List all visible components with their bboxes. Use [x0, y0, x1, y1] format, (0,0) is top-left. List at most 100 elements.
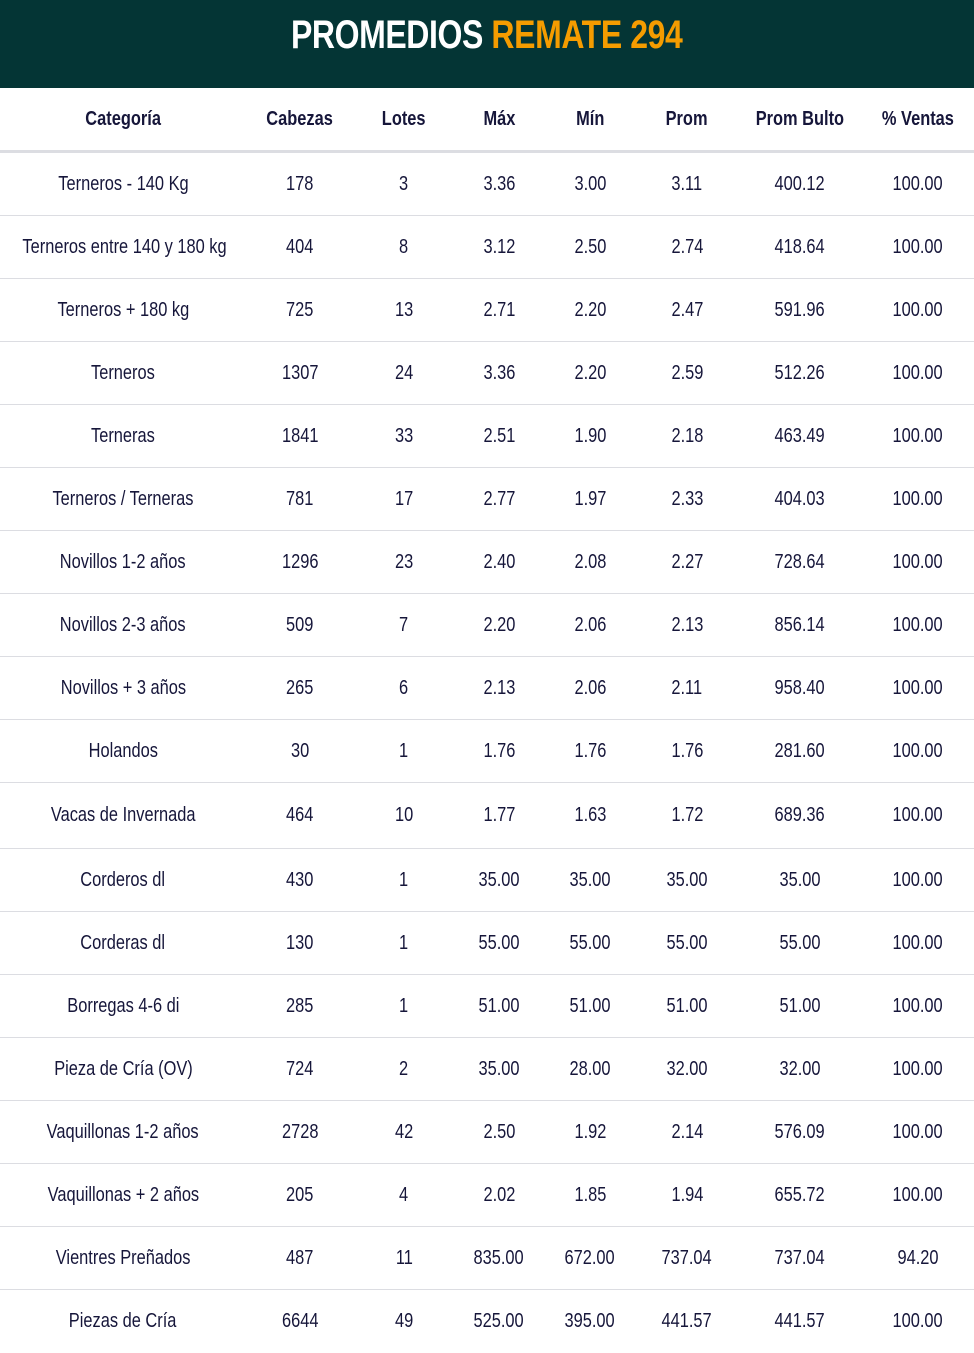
table-cell: 1 [354, 974, 454, 1038]
table-cell: 100.00 [862, 404, 974, 468]
cell-value: 689.36 [774, 804, 826, 826]
table-cell: 2.47 [636, 278, 738, 342]
table-cell: 1.94 [636, 1163, 738, 1227]
cell-value: 3.11 [671, 172, 703, 195]
table-cell: 285 [246, 974, 354, 1038]
cell-value: 100.00 [892, 424, 944, 447]
table-row: Corderos dl 430 1 35.00 35.00 35.00 35.00 100.0… [0, 848, 974, 912]
cell-value: 576.09 [774, 1120, 826, 1143]
cell-value: 100.00 [892, 676, 944, 699]
cell-value: 2.27 [671, 550, 703, 573]
cell-value: 958.40 [774, 676, 826, 699]
cell-value: 35.00 [478, 1057, 520, 1080]
table-cell: Corderos dl [0, 848, 246, 912]
table-cell: 2.13 [454, 656, 544, 720]
table-cell: 1 [354, 848, 454, 912]
table-cell: 835.00 [454, 1226, 544, 1290]
cell-value: 1307 [281, 361, 319, 384]
table-cell: 418.64 [738, 215, 862, 279]
table-cell: 3.36 [454, 151, 544, 216]
table-cell: 2.50 [544, 215, 636, 279]
table-cell: Terneros [0, 341, 246, 405]
column-header: Prom Bulto [738, 88, 862, 153]
cell-value: 51.00 [779, 994, 821, 1017]
table-cell: 13 [354, 278, 454, 342]
table-cell: 100.00 [862, 1100, 974, 1164]
table-cell: 8 [354, 215, 454, 279]
cell-value: 2.47 [671, 298, 703, 321]
cell-value: 724 [286, 1057, 314, 1080]
cell-value: 835.00 [473, 1246, 525, 1269]
cell-value: 10 [394, 804, 414, 826]
table-cell: 100.00 [862, 593, 974, 657]
averages-table: Categoría Cabezas Lotes Máx Mín Prom Prom Bult… [0, 88, 974, 1352]
cell-value: 591.96 [774, 298, 826, 321]
table-cell: 2.13 [636, 593, 738, 657]
cell-value: 2.77 [483, 487, 515, 510]
table-cell: 2.11 [636, 656, 738, 720]
table-cell: 265 [246, 656, 354, 720]
table-cell: 1 [354, 911, 454, 975]
cell-value: 3.36 [483, 361, 515, 384]
cell-value: 2.74 [671, 235, 703, 258]
cell-value: 130 [286, 931, 314, 954]
table-cell: 6 [354, 656, 454, 720]
table-cell: 737.04 [636, 1226, 738, 1290]
table-cell: 55.00 [544, 911, 636, 975]
table-cell: 35.00 [454, 848, 544, 912]
table-cell: 2.71 [454, 278, 544, 342]
cell-value: 178 [286, 172, 314, 195]
table-cell: 35.00 [544, 848, 636, 912]
table-cell: Terneros - 140 Kg [0, 151, 246, 216]
table-cell: 23 [354, 530, 454, 594]
table-cell: Novillos 1-2 años [0, 530, 246, 594]
cell-value: 509 [286, 613, 314, 636]
column-header: Cabezas [246, 88, 354, 153]
cell-value: 100.00 [892, 1057, 944, 1080]
table-cell: 32.00 [738, 1037, 862, 1101]
table-cell: 441.57 [636, 1290, 738, 1353]
cell-value: Novillos 2-3 años [60, 613, 186, 636]
column-header-label: % Ventas [881, 107, 955, 130]
table-cell: 2.77 [454, 467, 544, 531]
cell-value: 7 [399, 613, 409, 636]
table-cell: 4 [354, 1163, 454, 1227]
table-cell: 2.18 [636, 404, 738, 468]
cell-value: Vientres Preñados [55, 1246, 191, 1269]
table-cell: 3.00 [544, 151, 636, 216]
cell-value: 100.00 [892, 613, 944, 636]
cell-value: 205 [286, 1183, 314, 1206]
table-cell: Terneros + 180 kg [0, 278, 246, 342]
cell-value: 2.59 [671, 361, 703, 384]
cell-value: 23 [394, 550, 414, 573]
table-cell: 42 [354, 1100, 454, 1164]
cell-value: 512.26 [774, 361, 826, 384]
cell-value: Novillos 1-2 años [60, 550, 186, 573]
table-row: Vacas de Invernada 464 10 1.77 1.63 1.72 689.3… [0, 782, 974, 849]
table-row: Piezas de Cría 6644 49 525.00 395.00 441.57 44… [0, 1290, 974, 1353]
cell-value: Borregas 4-6 di [66, 994, 180, 1017]
cell-value: 32.00 [666, 1057, 708, 1080]
table-cell: 2.20 [544, 278, 636, 342]
cell-value: 51.00 [478, 994, 520, 1017]
table-cell: 2.59 [636, 341, 738, 405]
cell-value: 94.20 [897, 1246, 939, 1269]
cell-value: 6644 [281, 1309, 319, 1332]
cell-value: Piezas de Cría [69, 1309, 177, 1332]
cell-value: 781 [286, 487, 314, 510]
table-cell: 11 [354, 1226, 454, 1290]
table-row: Holandos 30 1 1.76 1.76 1.76 281.60 100.00 [0, 719, 974, 783]
column-header: Mín [544, 88, 636, 153]
table-cell: 6644 [246, 1290, 354, 1353]
table-cell: 1.76 [544, 719, 636, 783]
cell-value: 1.63 [574, 804, 606, 826]
table-cell: 1.92 [544, 1100, 636, 1164]
cell-value: 100.00 [892, 1120, 944, 1143]
cell-value: 281.60 [774, 739, 826, 762]
page-title: PROMEDIOS REMATE 294 [291, 13, 683, 58]
cell-value: Corderas dl [80, 931, 166, 954]
cell-value: 2.13 [671, 613, 703, 636]
table-cell: 2.33 [636, 467, 738, 531]
table-cell: 2.74 [636, 215, 738, 279]
cell-value: 1.76 [483, 739, 515, 762]
